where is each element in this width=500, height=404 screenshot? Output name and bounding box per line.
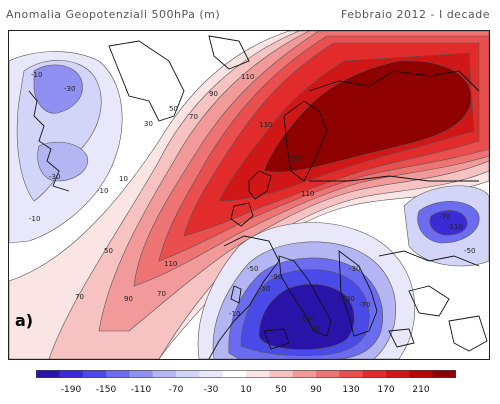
legend-tick-label: -110: [131, 385, 152, 395]
legend-swatch: [59, 370, 84, 378]
contour-label: -50: [464, 247, 475, 255]
map-canvas: -10 -30 -30 -10 -10 -70 -110 -90 -50 -50…: [9, 31, 489, 359]
contour-labels: -10 -30 -30 -10 -10 -70 -110 -90 -50 -50…: [29, 71, 475, 333]
legend-tick-label: 130: [342, 385, 359, 395]
contour-label: 110: [164, 260, 177, 268]
anomaly-map: -10 -30 -30 -10 -10 -70 -110 -90 -50 -50…: [8, 30, 490, 360]
legend-swatch: [246, 370, 270, 378]
contour-label: 70: [157, 290, 166, 298]
contour-label: -110: [447, 223, 463, 231]
legend-swatch: [386, 370, 410, 378]
legend-tick-label: -30: [204, 385, 219, 395]
legend-swatch: [82, 370, 107, 378]
contour-label: -10: [29, 215, 40, 223]
legend-tick-label: -70: [169, 385, 184, 395]
legend-tick-label: 170: [377, 385, 394, 395]
legend-swatch: [222, 370, 247, 378]
contour-label: 150: [289, 155, 302, 163]
legend-swatch: [129, 370, 154, 378]
contour-label: -10: [31, 71, 42, 79]
map-title: Anomalia Geopotenziali 500hPa (m): [6, 8, 221, 21]
contour-label: 130: [259, 121, 272, 129]
contour-label: 70: [189, 113, 198, 121]
contour-label: -10: [229, 310, 240, 318]
contour-label: 70: [75, 293, 84, 301]
contour-label: 50: [169, 105, 178, 113]
contour-label: 10: [119, 175, 128, 183]
legend-swatch: [409, 370, 434, 378]
contour-label: 90: [124, 295, 133, 303]
contour-label: -50: [259, 285, 270, 293]
legend-tick-label: 210: [412, 385, 429, 395]
contour-label: -10: [97, 187, 108, 195]
contour-label: -70: [439, 213, 450, 221]
contour-label: -90: [309, 325, 320, 333]
contour-label: 110: [241, 73, 254, 81]
legend-bar: -190 -150 -110 -70 -30 10 50 90 130 170 210: [36, 370, 456, 395]
legend-swatch: [292, 370, 317, 378]
legend-swatch: [432, 370, 456, 378]
contour-label: -50: [247, 265, 258, 273]
legend-swatch: [316, 370, 340, 378]
legend-swatch: [106, 370, 130, 378]
legend-swatch: [269, 370, 294, 378]
contour-label: 30: [144, 120, 153, 128]
contour-label: -30: [349, 265, 360, 273]
legend-tick-label: 90: [310, 385, 322, 395]
contour-label: 110: [301, 190, 314, 198]
legend-swatch: [176, 370, 200, 378]
legend-swatch: [339, 370, 364, 378]
negative-anomaly-east-3: [429, 210, 468, 236]
negative-anomaly-northwest-3: [33, 64, 83, 114]
legend-tick-label: 50: [275, 385, 287, 395]
contour-label: 90: [209, 90, 218, 98]
contour-label: -90: [271, 273, 282, 281]
legend-tick-label: -150: [96, 385, 117, 395]
contour-label: -130: [299, 315, 315, 323]
color-legend: -190 -150 -110 -70 -30 10 50 90 130 170 210: [36, 370, 456, 396]
contour-label: -130: [339, 295, 355, 303]
coastlines: [28, 35, 488, 359]
legend-swatch: [362, 370, 387, 378]
contour-label: -30: [64, 85, 75, 93]
contour-label: 50: [104, 247, 113, 255]
legend-tick-label: -190: [61, 385, 82, 395]
panel-label: a): [15, 311, 34, 330]
legend-swatch: [152, 370, 177, 378]
legend-border: [36, 370, 456, 378]
positive-anomaly-core: [263, 60, 472, 173]
legend-swatch: [36, 370, 60, 378]
map-period: Febbraio 2012 - I decade: [341, 8, 490, 21]
contour-label: -70: [359, 301, 370, 309]
legend-swatch: [199, 370, 224, 378]
contour-label: -30: [49, 173, 60, 181]
legend-tick-label: 10: [240, 385, 252, 395]
